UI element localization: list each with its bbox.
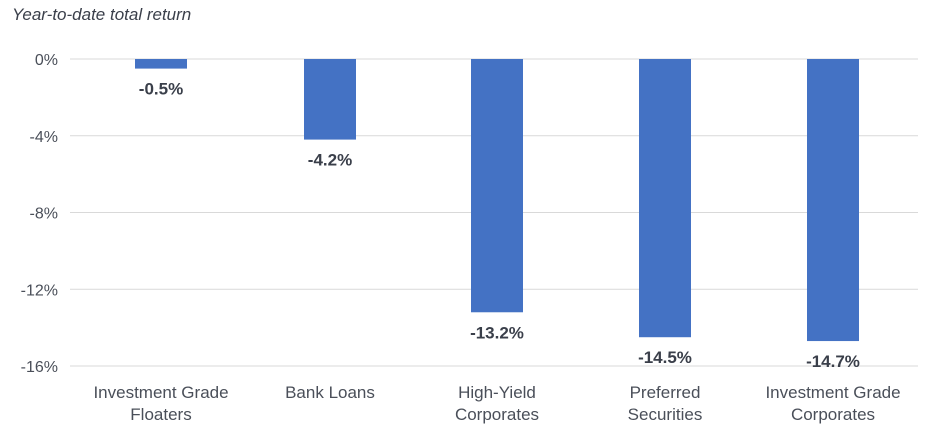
data-label: -0.5%: [139, 80, 183, 99]
bar: [807, 59, 859, 342]
chart-title: Year-to-date total return: [12, 5, 192, 24]
bar: [471, 59, 523, 313]
x-category-label: Bank Loans: [285, 383, 375, 402]
x-category-label: Investment Grade Floaters: [93, 383, 228, 424]
data-label: -13.2%: [470, 323, 524, 342]
y-tick-label: -16%: [21, 359, 58, 376]
x-category-label: Investment Grade Corporates: [765, 383, 900, 424]
bar: [639, 59, 691, 338]
data-label: -14.5%: [638, 348, 692, 367]
data-label: -4.2%: [308, 151, 352, 170]
y-tick-label: -4%: [30, 129, 58, 146]
x-category-label: High-Yield Corporates: [455, 383, 539, 424]
data-label: -14.7%: [806, 352, 860, 371]
bar: [135, 59, 187, 69]
x-category-label: Preferred Securities: [628, 383, 703, 424]
y-tick-label: -12%: [21, 282, 58, 299]
y-tick-label: 0%: [35, 52, 58, 69]
y-tick-label: -8%: [30, 206, 58, 223]
bar: [304, 59, 356, 140]
